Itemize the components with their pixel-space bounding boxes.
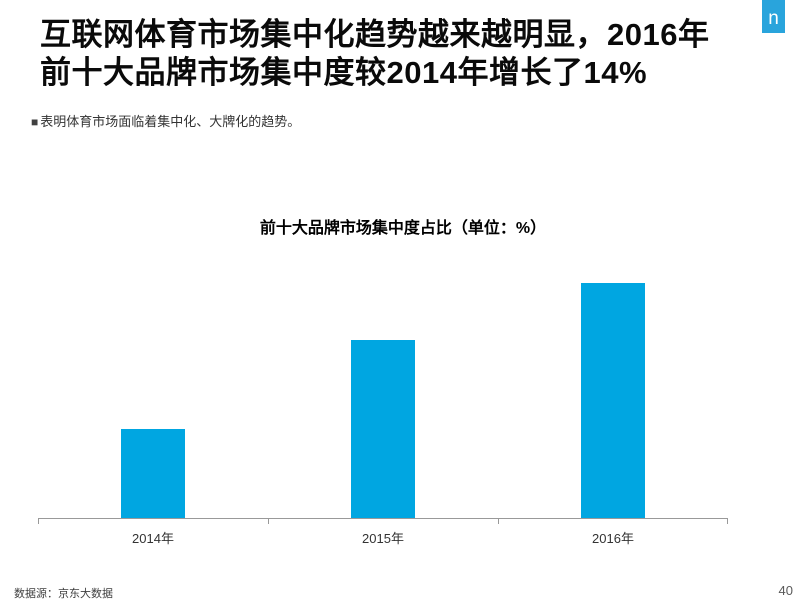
bar-slot xyxy=(498,267,728,518)
bar-2016年 xyxy=(581,282,645,518)
page-number: 40 xyxy=(778,583,793,598)
bar-2014年 xyxy=(121,429,185,518)
x-tick-label: 2016年 xyxy=(592,531,634,546)
square-bullet-icon: ■ xyxy=(31,115,39,129)
bar-2015年 xyxy=(351,340,415,518)
axis-tick xyxy=(38,519,39,524)
x-tick-label: 2014年 xyxy=(132,531,174,546)
brand-logo: n xyxy=(762,0,785,33)
axis-tick xyxy=(497,519,499,524)
x-axis-labels: 2014年 2015年 2016年 xyxy=(38,528,728,547)
chart-title: 前十大品牌市场集中度占比（单位：%） xyxy=(259,220,547,237)
chart-plot xyxy=(38,267,728,524)
bar-slot xyxy=(38,267,268,518)
bullet-text: 表明体育市场面临着集中化、大牌化的趋势。 xyxy=(40,114,301,129)
data-source-note: 数据源：京东大数据 xyxy=(14,588,113,600)
axis-tick xyxy=(727,519,728,524)
brand-logo-letter: n xyxy=(768,8,779,29)
page-title-line2: 前十大品牌市场集中度较2014年增长了14% xyxy=(40,55,648,90)
page-title: 互联网体育市场集中化趋势越来越明显，2016年 前十大品牌市场集中度较2014年增… xyxy=(40,16,760,92)
x-tick-label: 2015年 xyxy=(362,531,404,546)
axis-tick xyxy=(267,519,269,524)
page-title-line1: 互联网体育市场集中化趋势越来越明显，2016年 xyxy=(40,17,710,52)
bar-slot xyxy=(268,267,498,518)
bullet-line: ■ 表明体育市场面临着集中化、大牌化的趋势。 xyxy=(31,111,300,130)
